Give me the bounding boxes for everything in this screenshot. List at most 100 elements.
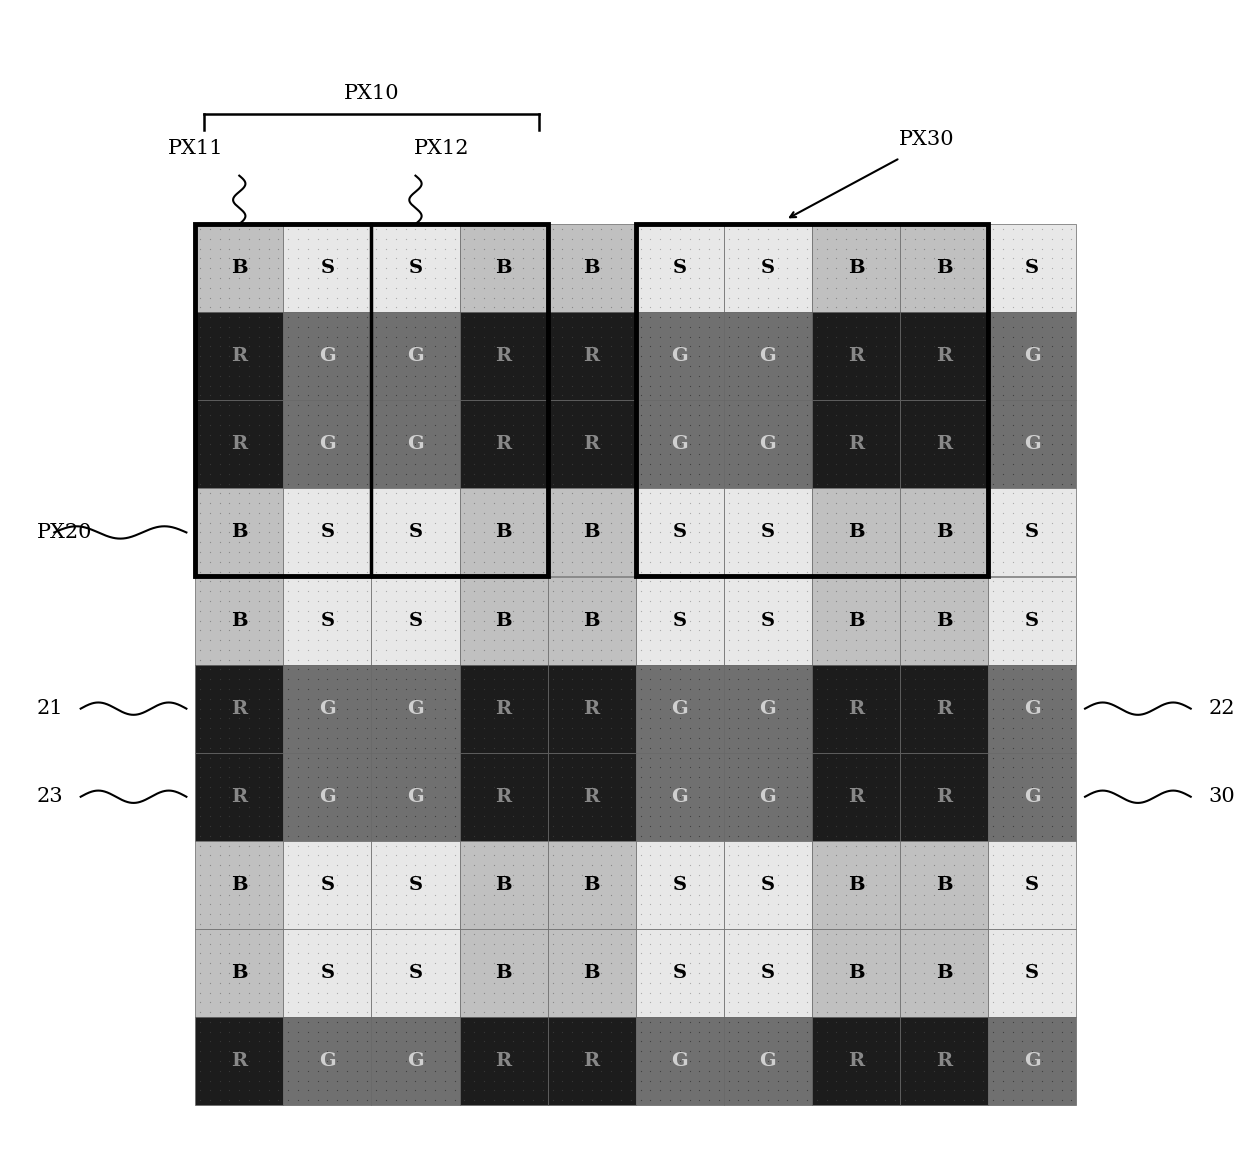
Point — [641, 356, 661, 375]
Point — [993, 1071, 1013, 1090]
Point — [1052, 435, 1071, 453]
Point — [817, 1062, 837, 1080]
Point — [269, 1012, 289, 1031]
Point — [954, 259, 973, 278]
Point — [719, 229, 739, 248]
Text: G: G — [407, 787, 424, 806]
Point — [787, 689, 807, 708]
Point — [474, 602, 494, 620]
Point — [405, 602, 425, 620]
Point — [200, 367, 219, 385]
Point — [190, 759, 210, 777]
Point — [934, 591, 954, 610]
Point — [699, 611, 719, 630]
Point — [327, 445, 347, 464]
Point — [993, 886, 1013, 904]
Point — [709, 318, 729, 337]
Point — [983, 973, 1003, 992]
Bar — [372, 312, 460, 400]
Point — [641, 993, 661, 1011]
Point — [866, 504, 885, 522]
Point — [885, 454, 905, 473]
Point — [738, 415, 758, 434]
Point — [523, 1032, 543, 1050]
Point — [229, 875, 249, 894]
Point — [787, 435, 807, 453]
Point — [386, 513, 405, 532]
Point — [905, 816, 925, 835]
Point — [210, 1091, 229, 1109]
Point — [425, 807, 445, 826]
Point — [885, 700, 905, 718]
Point — [425, 875, 445, 894]
Point — [954, 1071, 973, 1090]
Point — [219, 327, 239, 346]
Point — [259, 572, 279, 590]
Point — [405, 415, 425, 434]
Point — [405, 856, 425, 874]
Point — [954, 934, 973, 952]
Point — [738, 288, 758, 307]
Point — [278, 259, 298, 278]
Point — [337, 895, 357, 913]
Point — [817, 1042, 837, 1061]
Point — [885, 631, 905, 649]
Point — [611, 1023, 631, 1041]
Point — [543, 768, 563, 786]
Point — [435, 739, 455, 758]
Point — [308, 504, 327, 522]
Point — [973, 611, 993, 630]
Point — [337, 886, 357, 904]
Point — [386, 827, 405, 845]
Point — [875, 1032, 895, 1050]
Point — [787, 425, 807, 444]
Point — [993, 445, 1013, 464]
Point — [337, 269, 357, 287]
Point — [885, 905, 905, 924]
Point — [915, 719, 935, 738]
Point — [963, 739, 983, 758]
Point — [513, 1003, 533, 1022]
Point — [807, 435, 827, 453]
Point — [866, 572, 885, 590]
Point — [464, 895, 484, 913]
Point — [278, 513, 298, 532]
Point — [464, 1023, 484, 1041]
Point — [308, 347, 327, 366]
Point — [817, 661, 837, 679]
Point — [337, 572, 357, 590]
Point — [611, 719, 631, 738]
Point — [758, 425, 777, 444]
Point — [533, 866, 553, 884]
Point — [729, 337, 749, 355]
Point — [1012, 533, 1032, 551]
Point — [973, 572, 993, 590]
Point — [396, 856, 415, 874]
Point — [308, 563, 327, 581]
Point — [641, 836, 661, 854]
Point — [357, 602, 377, 620]
Point — [1042, 886, 1061, 904]
Point — [768, 729, 787, 747]
Point — [229, 454, 249, 473]
Point — [993, 240, 1013, 258]
Point — [229, 367, 249, 385]
Point — [513, 386, 533, 405]
Point — [709, 1052, 729, 1070]
Point — [582, 465, 601, 483]
Point — [288, 973, 308, 992]
Point — [552, 964, 572, 982]
Point — [944, 787, 963, 806]
Point — [846, 1052, 866, 1070]
Point — [689, 484, 709, 503]
Point — [239, 602, 259, 620]
Point — [699, 925, 719, 943]
Text: B: B — [583, 523, 600, 542]
Point — [641, 240, 661, 258]
Point — [190, 493, 210, 512]
Point — [278, 454, 298, 473]
Bar — [548, 489, 636, 576]
Point — [1052, 1003, 1071, 1022]
Point — [1061, 1071, 1081, 1090]
Point — [866, 249, 885, 267]
